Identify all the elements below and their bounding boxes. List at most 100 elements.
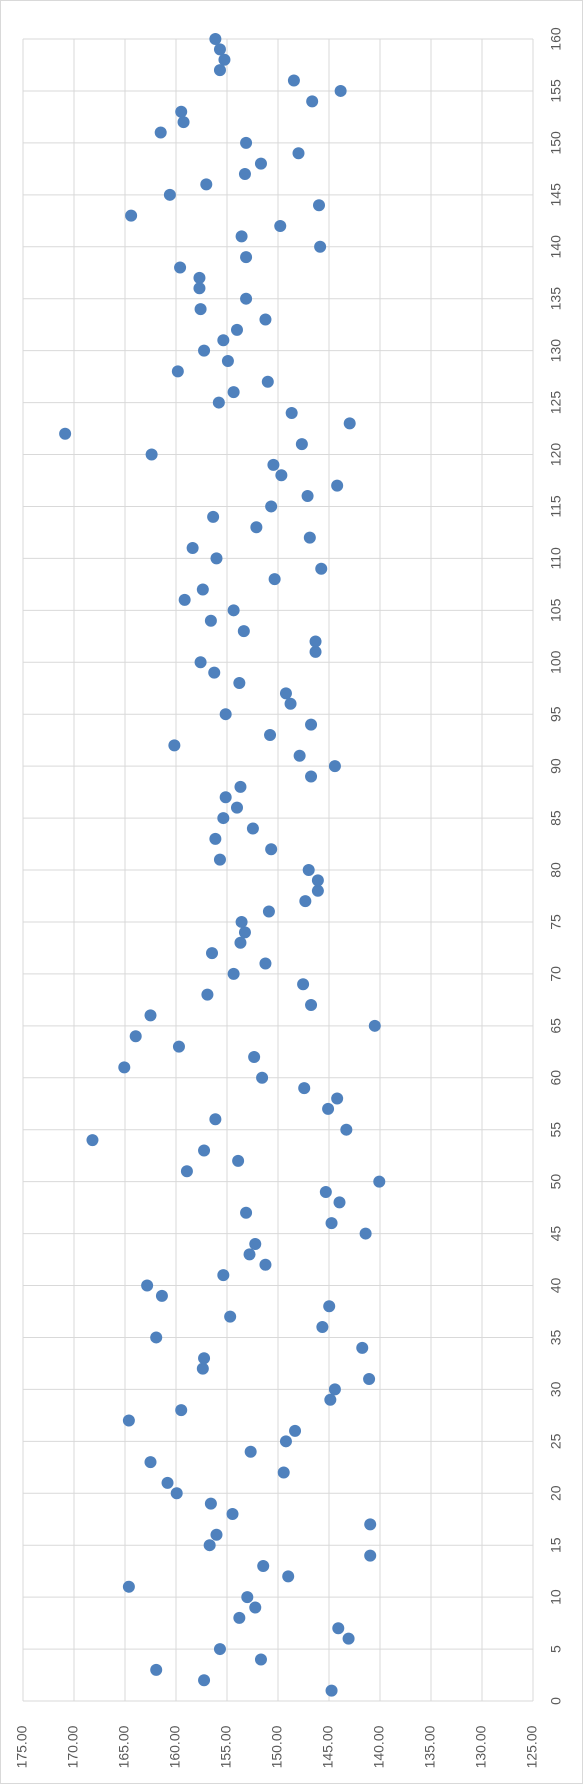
x-tick-label: 150 (548, 131, 564, 155)
point (373, 1175, 386, 1188)
x-tick-label: 145 (548, 183, 564, 207)
point (203, 1539, 216, 1552)
point (259, 957, 272, 970)
point (213, 1643, 226, 1656)
point (299, 895, 312, 908)
x-tick-label: 100 (548, 650, 564, 674)
point (265, 500, 278, 513)
point (196, 1362, 209, 1375)
point (224, 1310, 237, 1323)
point (331, 1092, 344, 1105)
x-tick-label: 115 (548, 495, 564, 518)
x-tick-label: 50 (548, 1174, 564, 1190)
point (328, 760, 341, 773)
point (277, 1466, 290, 1479)
point (325, 1217, 338, 1230)
point (285, 406, 298, 419)
point (193, 271, 206, 284)
point (265, 843, 278, 856)
point (198, 1144, 211, 1157)
point (238, 168, 251, 181)
x-tick-label: 70 (548, 966, 564, 982)
x-tick-label: 130 (548, 339, 564, 363)
point (315, 562, 328, 575)
point (204, 1497, 217, 1510)
x-tick-label: 40 (548, 1278, 564, 1294)
point (235, 915, 248, 928)
point (235, 230, 248, 243)
point (233, 1611, 246, 1624)
point (217, 812, 230, 825)
value-tick-label: 175.00 (14, 1725, 30, 1768)
value-tick-label: 135.00 (422, 1725, 438, 1768)
point (209, 33, 222, 45)
point (259, 313, 272, 326)
point (268, 573, 281, 586)
point (234, 780, 247, 793)
x-tick-label: 125 (548, 391, 564, 415)
x-tick-label: 25 (548, 1433, 564, 1449)
point (301, 490, 314, 503)
x-tick-label: 55 (548, 1122, 564, 1138)
point (292, 147, 305, 160)
point (201, 988, 214, 1001)
point (334, 84, 347, 97)
point (237, 625, 250, 638)
point (175, 105, 188, 118)
x-tick-label: 120 (548, 443, 564, 467)
value-tick-label: 150.00 (269, 1725, 285, 1768)
x-tick-label: 45 (548, 1226, 564, 1242)
point (254, 157, 267, 170)
point (154, 126, 167, 139)
point (331, 479, 344, 492)
point (209, 1113, 222, 1126)
point (243, 1248, 256, 1261)
x-tick-label: 155 (548, 79, 564, 103)
point (275, 469, 288, 482)
x-tick-label: 10 (548, 1589, 564, 1605)
point (118, 1061, 131, 1074)
point (210, 552, 223, 565)
point (213, 43, 226, 56)
point (309, 645, 322, 658)
point (219, 708, 232, 721)
point (364, 1518, 377, 1531)
point (163, 188, 176, 201)
point (323, 1300, 336, 1313)
x-tick-label: 135 (548, 287, 564, 311)
point (174, 261, 187, 274)
point (311, 884, 324, 897)
point (170, 1487, 183, 1500)
x-tick-label: 140 (548, 235, 564, 259)
point (306, 95, 319, 108)
point (262, 905, 275, 918)
point (198, 344, 211, 357)
point (363, 1372, 376, 1385)
value-tick-label: 170.00 (65, 1725, 81, 1768)
point (230, 801, 243, 814)
point (150, 1331, 163, 1344)
point (168, 739, 181, 752)
point (198, 1674, 211, 1687)
point (368, 1019, 381, 1032)
point (302, 864, 315, 876)
point (249, 1601, 262, 1614)
x-tick-label: 35 (548, 1329, 564, 1345)
x-tick-label: 30 (548, 1381, 564, 1397)
point (230, 323, 243, 336)
x-tick-label: 65 (548, 1018, 564, 1034)
point (303, 531, 316, 544)
point (311, 874, 324, 887)
point (155, 1289, 168, 1302)
point (227, 967, 240, 980)
point (316, 1321, 329, 1334)
point (261, 375, 274, 388)
x-tick-label: 0 (548, 1697, 564, 1705)
point (200, 178, 213, 191)
x-tick-label: 5 (548, 1645, 564, 1653)
point (342, 1632, 355, 1645)
point (217, 334, 230, 347)
point (194, 303, 207, 316)
point (248, 1050, 261, 1063)
